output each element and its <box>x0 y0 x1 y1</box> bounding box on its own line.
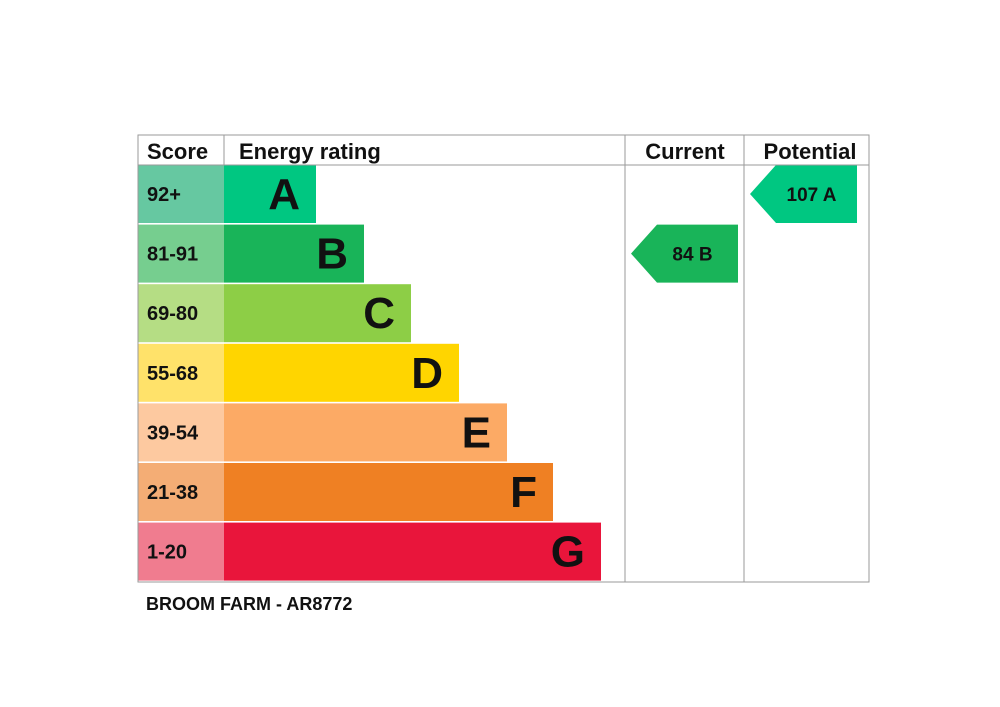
rating-bands: 92+ A 81-91 B 69-80 C 55-68 D 39-54 E 21-38 F 1-20 G <box>138 165 601 581</box>
potential-rating-arrow-label: 107 A <box>787 185 837 206</box>
score-cell-f <box>138 463 224 521</box>
score-cell-g <box>138 522 224 581</box>
score-range-b: 81-91 <box>147 244 198 266</box>
score-range-e: 39-54 <box>147 422 199 444</box>
current-header: Current <box>645 139 725 164</box>
rating-letter-b: B <box>316 230 348 279</box>
score-range-f: 21-38 <box>147 482 198 504</box>
score-cell-d <box>138 343 224 402</box>
rating-bar-g <box>224 522 601 581</box>
potential-rating-arrow-shape <box>750 165 857 223</box>
current-rating-arrow: 84 B <box>631 224 738 283</box>
property-label: BROOM FARM - AR8772 <box>146 594 353 614</box>
current-rating-arrow-label: 84 B <box>672 245 712 266</box>
score-range-d: 55-68 <box>147 363 198 385</box>
rating-bar-d <box>224 343 459 402</box>
rating-bar-b <box>224 224 364 283</box>
band-row-b: 81-91 B <box>138 224 364 283</box>
band-row-a: 92+ A <box>138 165 316 223</box>
column-headers: Score Energy rating Current Potential <box>147 139 856 164</box>
rating-letter-d: D <box>411 349 443 398</box>
rating-bar-c <box>224 284 411 343</box>
rating-bar-a <box>224 165 316 223</box>
energy-rating-header: Energy rating <box>239 139 381 164</box>
potential-rating-arrow: 107 A <box>750 165 857 223</box>
rating-bar-e <box>224 403 507 462</box>
rating-letter-g: G <box>551 528 585 577</box>
score-range-a: 92+ <box>147 184 181 206</box>
rating-letter-c: C <box>363 289 395 338</box>
score-range-c: 69-80 <box>147 303 198 325</box>
score-cell-e <box>138 403 224 462</box>
score-header: Score <box>147 139 208 164</box>
score-range-g: 1-20 <box>147 542 187 564</box>
table-grid <box>137 134 870 583</box>
score-cell-a <box>138 165 224 223</box>
current-rating-arrow-shape <box>631 224 738 283</box>
band-row-f: 21-38 F <box>138 463 553 521</box>
potential-header: Potential <box>764 139 857 164</box>
score-cell-c <box>138 284 224 343</box>
table-border <box>137 134 870 583</box>
band-row-c: 69-80 C <box>138 284 411 343</box>
band-row-g: 1-20 G <box>138 522 601 581</box>
rating-arrows: 84 B 107 A <box>631 165 857 283</box>
rating-letter-f: F <box>510 468 537 517</box>
score-cell-b <box>138 224 224 283</box>
rating-letter-e: E <box>462 408 491 457</box>
band-row-d: 55-68 D <box>138 343 459 402</box>
band-row-e: 39-54 E <box>138 403 507 462</box>
rating-letter-a: A <box>268 170 300 219</box>
rating-bar-f <box>224 463 553 521</box>
